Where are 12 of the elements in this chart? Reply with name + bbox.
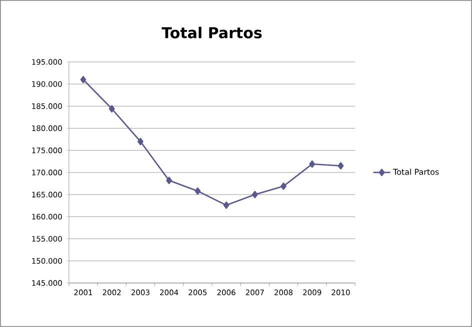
- point: [194, 187, 201, 195]
- point: [252, 190, 258, 198]
- point: [108, 105, 115, 113]
- legend-label: Total Partos: [393, 168, 439, 175]
- point: [338, 162, 344, 170]
- point: [223, 202, 230, 209]
- point: [138, 138, 144, 146]
- point: [280, 182, 286, 190]
- point: [309, 160, 316, 168]
- point: [80, 76, 86, 84]
- point: [166, 176, 172, 184]
- chart-title: Total Partos: [162, 26, 262, 38]
